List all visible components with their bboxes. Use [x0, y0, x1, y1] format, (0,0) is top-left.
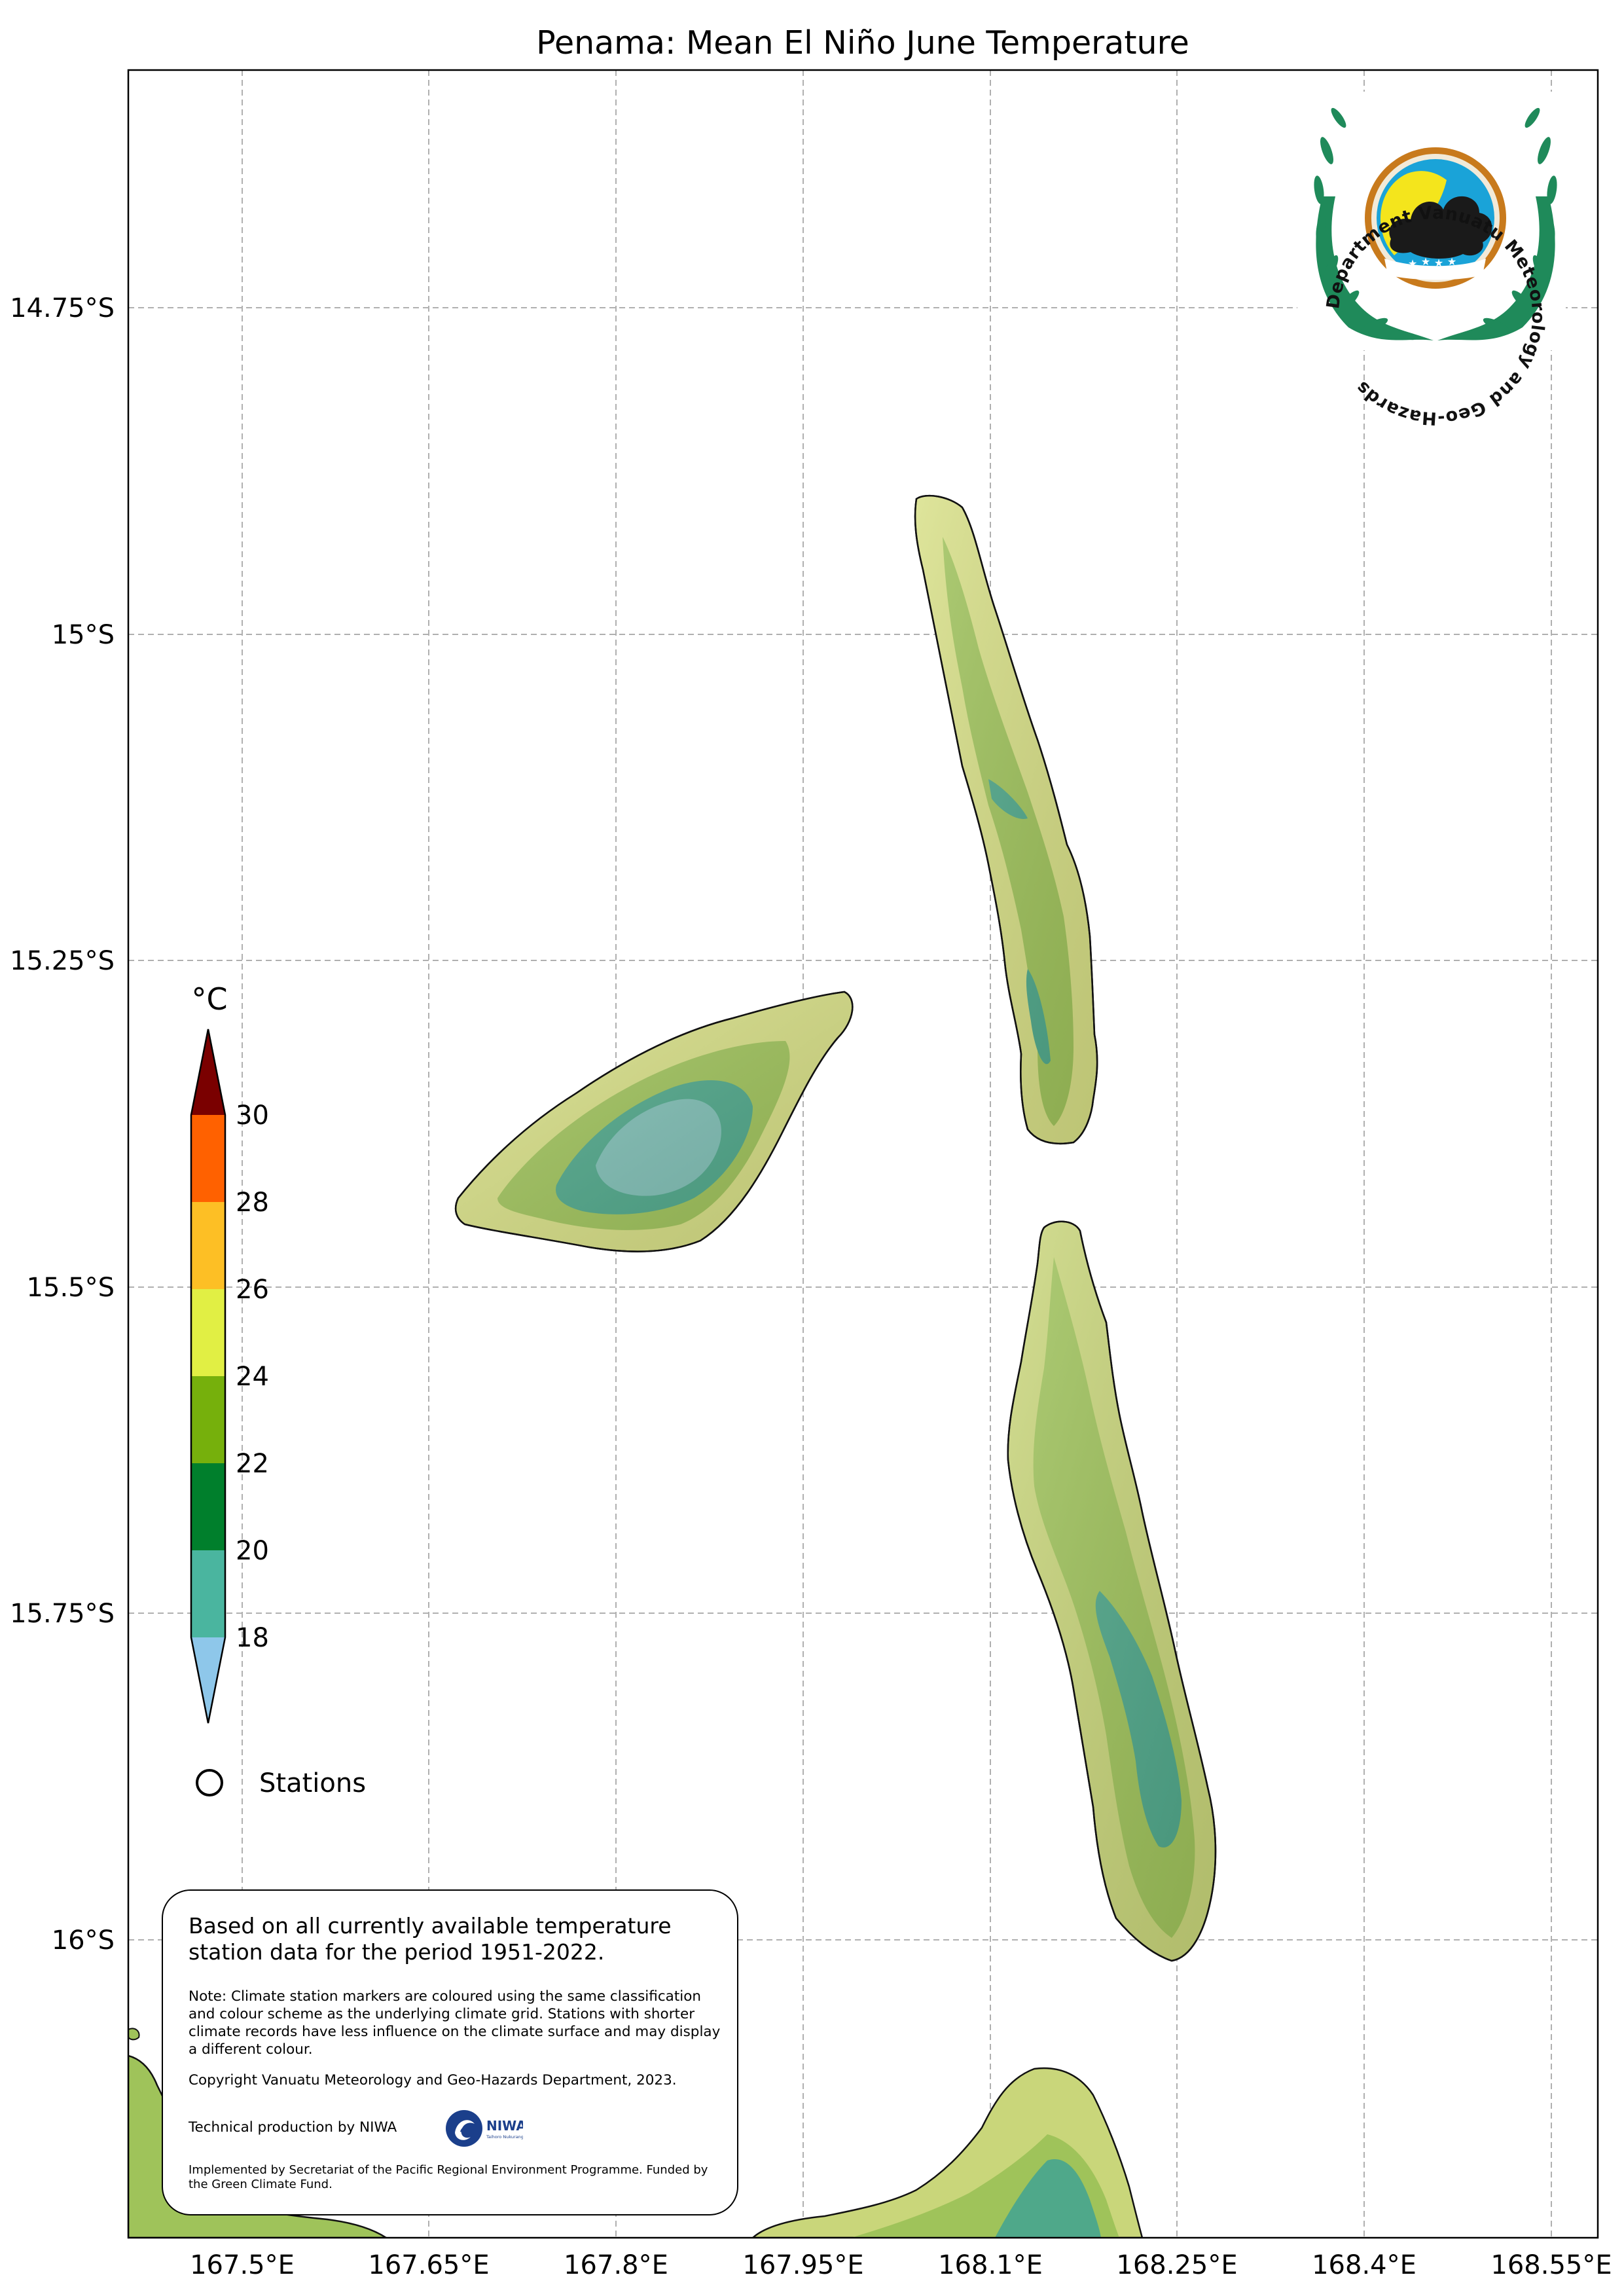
vmgd-logo: ★ ★ ★ ★ Department Vanuatu Meteorology and … [1297, 92, 1566, 428]
niwa-tagline: Taihoro Nukurangi [486, 2134, 523, 2140]
legend-band-above-30 [191, 1029, 225, 1115]
info-box: Based on all currently available tempera… [162, 1889, 738, 2215]
legend-band-18-20 [191, 1550, 225, 1637]
legend-band-26-28 [191, 1202, 225, 1289]
niwa-logo: NIWA Taihoro Nukurangi [446, 2110, 523, 2147]
legend-unit: °C [191, 981, 227, 1017]
lon-label-168-1: 168.1°E [938, 2250, 1043, 2280]
lon-label-168-25: 168.25°E [1116, 2250, 1237, 2280]
legend-tick-28: 28 [236, 1188, 269, 1218]
legend-tick-30: 30 [236, 1101, 269, 1131]
svg-text:★: ★ [1447, 255, 1456, 268]
legend-tick-18: 18 [236, 1623, 269, 1653]
svg-text:★: ★ [1421, 255, 1430, 268]
info-copyright-text: Copyright Vanuatu Meteorology and Geo-Ha… [189, 2072, 677, 2088]
lon-label-167-95: 167.95°E [742, 2250, 863, 2280]
map-title: Penama: Mean El Niño June Temperature [536, 24, 1189, 62]
stations-label: Stations [259, 1768, 366, 1798]
lon-label-167-65: 167.65°E [368, 2250, 489, 2280]
island-maewo [914, 494, 1098, 1145]
legend-tick-22: 22 [236, 1449, 269, 1479]
info-technical-text: Technical production by NIWA [189, 2119, 397, 2136]
svg-text:★: ★ [1408, 257, 1417, 270]
temperature-legend: °C 30 28 26 24 22 20 18 Stations [190, 981, 366, 1798]
info-note-text: Note: Climate station markers are colour… [189, 1988, 721, 2058]
island-ambae [454, 991, 854, 1252]
info-main-text: Based on all currently available tempera… [189, 1913, 672, 1965]
legend-outline [190, 1029, 226, 1724]
logo-stars-icon: ★ ★ ★ ★ [1408, 255, 1456, 270]
longitude-labels: 167.5°E 167.65°E 167.8°E 167.95°E 168.1°… [190, 2250, 1612, 2280]
legend-tick-24: 24 [236, 1362, 269, 1392]
info-implementation-text: Implemented by Secretariat of the Pacifi… [189, 2163, 708, 2191]
island-pentecost [1007, 1220, 1217, 1962]
lon-label-167-8: 167.8°E [564, 2250, 668, 2280]
legend-band-20-22 [191, 1463, 225, 1550]
map-frame [127, 69, 1599, 2239]
laurel-wreath-icon [1314, 107, 1557, 340]
station-marker-icon [196, 1769, 223, 1796]
lon-label-167-5: 167.5°E [190, 2250, 295, 2280]
lon-label-168-55: 168.55°E [1490, 2250, 1612, 2280]
niwa-wordmark: NIWA [486, 2118, 523, 2134]
legend-tick-20: 20 [236, 1536, 269, 1566]
lat-label-15-25: 15.25°S [10, 946, 115, 976]
logo-cloud-icon [1389, 196, 1492, 259]
legend-tick-26: 26 [236, 1275, 269, 1305]
lat-label-16: 16°S [52, 1925, 115, 1956]
lat-label-14-75: 14.75°S [10, 293, 115, 323]
legend-band-28-30 [191, 1115, 225, 1202]
legend-band-below-18 [191, 1637, 225, 1723]
island-ambrym-partial [751, 2067, 1144, 2238]
lat-label-15: 15°S [52, 620, 115, 650]
lat-label-15-75: 15.75°S [10, 1599, 115, 1629]
legend-band-22-24 [191, 1376, 225, 1463]
lon-label-168-4: 168.4°E [1312, 2250, 1416, 2280]
legend-band-24-26 [191, 1289, 225, 1376]
latitude-labels: 14.75°S 15°S 15.25°S 15.5°S 15.75°S 16°S [10, 293, 115, 1956]
svg-text:★: ★ [1434, 257, 1443, 269]
lat-label-15-5: 15.5°S [27, 1273, 115, 1303]
map-area [128, 70, 1598, 2238]
